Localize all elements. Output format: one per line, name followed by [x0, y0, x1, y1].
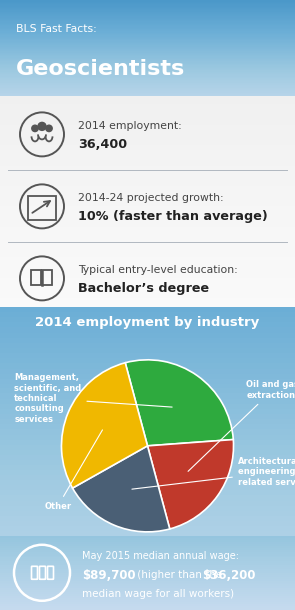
Wedge shape — [73, 446, 170, 532]
Circle shape — [38, 123, 46, 131]
Text: 2014 employment by industry: 2014 employment by industry — [35, 316, 260, 329]
Text: BLS Fast Facts:: BLS Fast Facts: — [16, 24, 97, 34]
Text: Architectural,
engineering, and
related services: Architectural, engineering, and related … — [132, 457, 295, 489]
Text: Bachelor’s degree: Bachelor’s degree — [78, 282, 209, 295]
Text: 2014-24 projected growth:: 2014-24 projected growth: — [78, 193, 224, 203]
Text: May 2015 median annual wage:: May 2015 median annual wage: — [82, 551, 239, 561]
Wedge shape — [61, 363, 148, 488]
Text: (higher than the: (higher than the — [134, 570, 225, 580]
Bar — [31, 270, 41, 285]
Text: Typical entry-level education:: Typical entry-level education: — [78, 265, 238, 275]
Text: 2014 employment:: 2014 employment: — [78, 121, 182, 131]
Bar — [42, 270, 52, 285]
Wedge shape — [148, 440, 234, 529]
Text: $89,700: $89,700 — [82, 569, 136, 581]
Text: Oil and gas
extraction: Oil and gas extraction — [188, 380, 295, 472]
Text: 36,400: 36,400 — [78, 138, 127, 151]
Text: 10% (faster than average): 10% (faster than average) — [78, 210, 268, 223]
Circle shape — [46, 125, 52, 132]
Text: Other: Other — [44, 430, 102, 511]
Text: Management,
scientific, and
technical
consulting
services: Management, scientific, and technical co… — [14, 373, 172, 424]
Wedge shape — [125, 360, 233, 446]
Text: Geoscientists: Geoscientists — [16, 59, 186, 79]
Text: $36,200: $36,200 — [202, 569, 255, 581]
Text: median wage for all workers): median wage for all workers) — [82, 589, 234, 598]
Circle shape — [32, 125, 38, 132]
